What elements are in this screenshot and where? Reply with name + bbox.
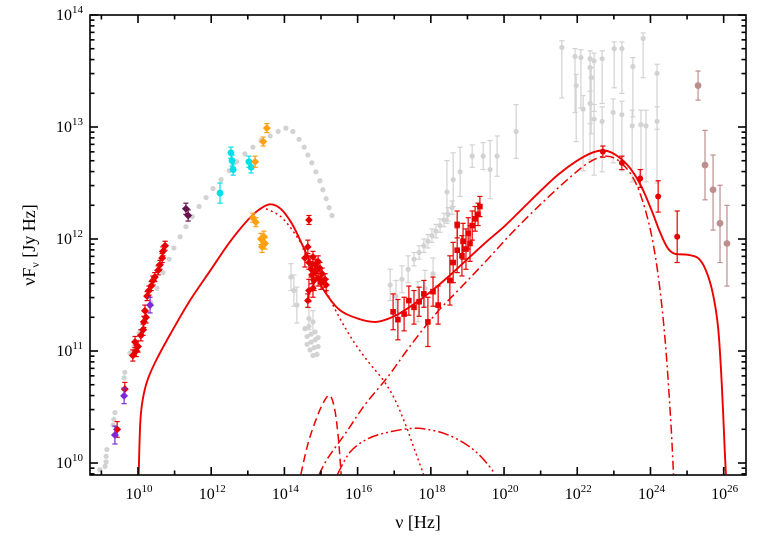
series-red-radio (113, 240, 170, 438)
series-brown-vhe (694, 70, 731, 287)
x-tick-label-1e18: 1018 (418, 483, 446, 503)
curve-model-disk (300, 394, 342, 475)
series-purple (110, 296, 155, 445)
y-tick-label-1e13: 1013 (56, 116, 84, 136)
y-tick-label-1e10: 1010 (56, 452, 84, 472)
curve-model-synchrotron (265, 208, 425, 475)
curve-model-broad-component (336, 427, 495, 475)
curve-model-total (137, 149, 727, 475)
plot-area (97, 32, 731, 475)
x-tick-label-1e26: 1026 (711, 483, 739, 503)
axes (89, 14, 747, 476)
x-tick-label-1e14: 1014 (272, 483, 300, 503)
y-tick-label-1e11: 1011 (56, 340, 83, 360)
y-tick-label-1e12: 1012 (56, 228, 83, 248)
x-axis-label: ν [Hz] (395, 512, 441, 532)
series-orange (248, 123, 271, 254)
series-dark-purple (181, 202, 193, 222)
x-tick-label-1e16: 1016 (345, 483, 373, 503)
y-axis-label: νFν [Jy Hz] (19, 180, 43, 310)
x-tick-label-1e20: 1020 (492, 483, 520, 503)
series-archival-gray (97, 32, 660, 473)
x-tick-label-1e12: 1012 (199, 483, 226, 503)
x-tick-label-1e10: 1010 (125, 483, 153, 503)
tick-labels: 1010 1012 1014 1016 1018 1020 1022 1024 1026 1010… (56, 4, 739, 503)
y-axis-label-sub: ν (28, 262, 42, 268)
y-axis-label-base: νF (19, 267, 39, 286)
series-red-xray (390, 195, 483, 348)
series-red-optical (301, 214, 330, 308)
series-cyan (216, 146, 255, 204)
x-tick-label-1e24: 1024 (638, 483, 666, 503)
x-tick-label-1e22: 1022 (565, 483, 592, 503)
y-axis-label-unit: [Jy Hz] (19, 204, 39, 263)
curve-model-inverse-compton (318, 155, 675, 475)
series-red-gamma (599, 145, 681, 264)
y-tick-label-1e14: 1014 (56, 4, 84, 24)
